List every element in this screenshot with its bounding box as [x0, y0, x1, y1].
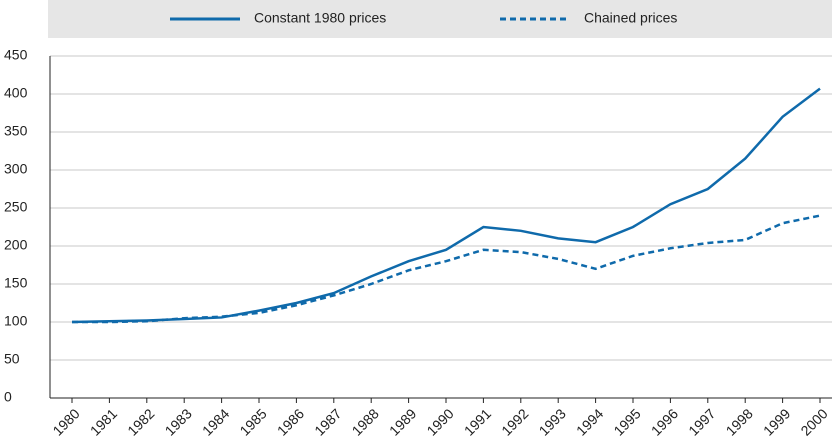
x-tick-label: 1999 [760, 405, 793, 438]
x-tick-label: 1982 [124, 405, 157, 438]
x-tick-label: 1985 [236, 405, 269, 438]
series-line [72, 214, 821, 324]
x-tick-label: 1980 [49, 405, 82, 438]
y-tick-label: 250 [4, 199, 28, 215]
x-tick-label: 1988 [349, 405, 382, 438]
x-tick-label: 1994 [573, 405, 606, 438]
series-line [71, 87, 821, 324]
legend-label: Constant 1980 prices [254, 10, 386, 26]
x-tick-label: 1990 [423, 405, 456, 438]
x-tick-label: 1986 [274, 405, 307, 438]
y-tick-label: 300 [4, 161, 28, 177]
y-tick-label: 150 [4, 275, 28, 291]
x-tick-label: 1991 [461, 405, 494, 438]
x-tick-label: 1984 [199, 405, 232, 438]
x-tick-label: 1993 [536, 405, 569, 438]
y-tick-label: 0 [4, 389, 12, 405]
legend-band [48, 0, 832, 38]
y-tick-label: 50 [4, 351, 20, 367]
y-tick-label: 200 [4, 237, 28, 253]
x-tick-label: 1989 [386, 405, 419, 438]
y-tick-label: 100 [4, 313, 28, 329]
x-tick-label: 1997 [685, 405, 718, 438]
x-tick-label: 1995 [610, 405, 643, 438]
legend-label: Chained prices [584, 10, 677, 26]
x-tick-label: 1996 [648, 405, 681, 438]
x-tick-label: 1987 [311, 405, 344, 438]
x-tick-label: 1998 [723, 405, 756, 438]
y-tick-label: 350 [4, 123, 28, 139]
y-tick-label: 450 [4, 47, 28, 63]
x-tick-label: 1992 [498, 405, 531, 438]
x-tick-label: 1981 [87, 405, 120, 438]
x-tick-label: 1983 [162, 405, 195, 438]
x-tick-label: 2000 [797, 405, 830, 438]
y-tick-label: 400 [4, 85, 28, 101]
